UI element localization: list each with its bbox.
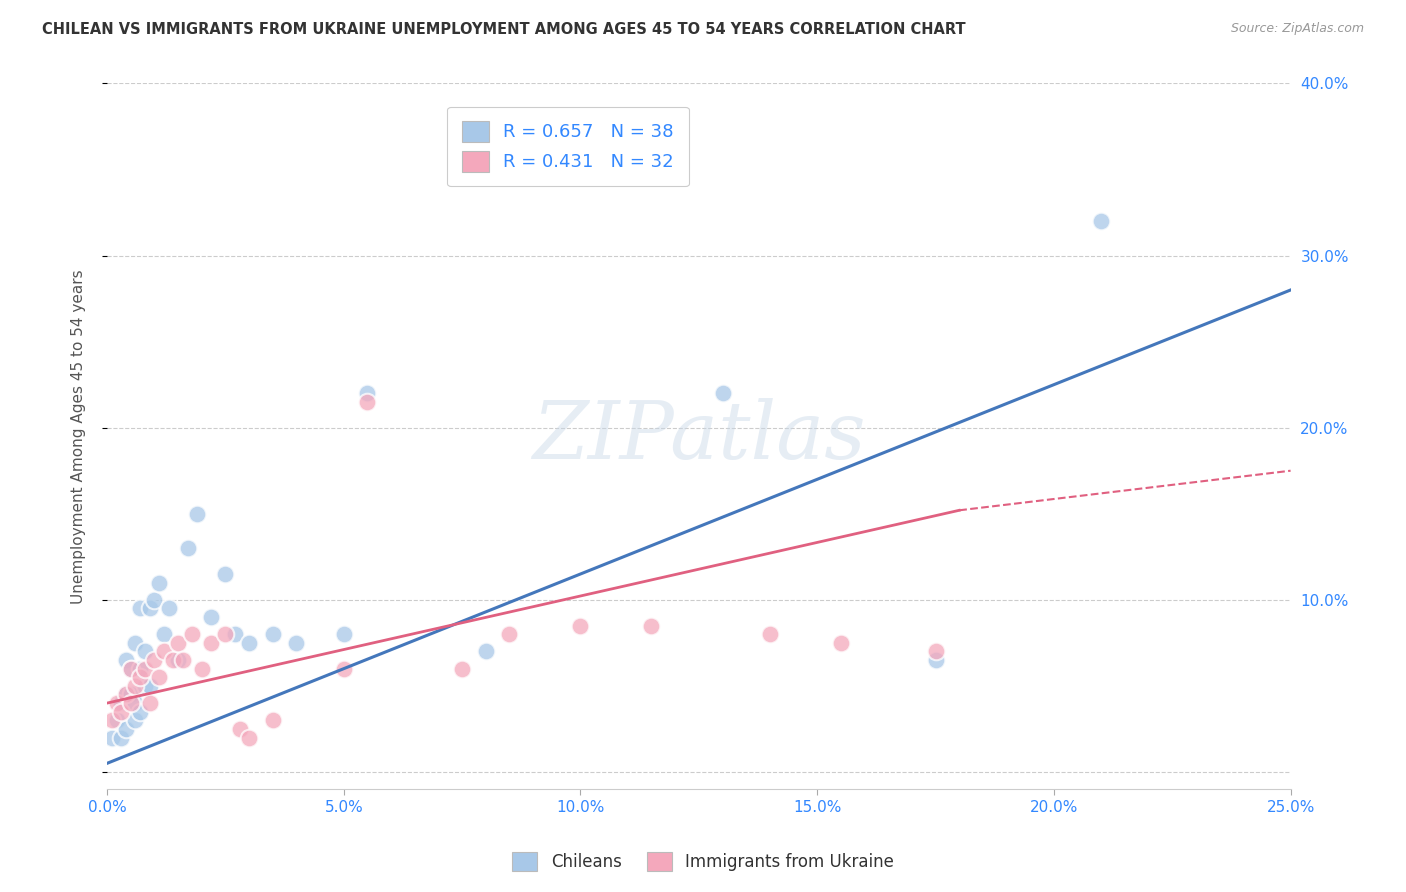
Point — [190, 662, 212, 676]
Point — [129, 705, 152, 719]
Point — [356, 395, 378, 409]
Point — [124, 679, 146, 693]
Point — [569, 618, 592, 632]
Point — [333, 627, 356, 641]
Point — [143, 592, 166, 607]
Text: CHILEAN VS IMMIGRANTS FROM UKRAINE UNEMPLOYMENT AMONG AGES 45 TO 54 YEARS CORREL: CHILEAN VS IMMIGRANTS FROM UKRAINE UNEMP… — [42, 22, 966, 37]
Point — [228, 722, 250, 736]
Point — [110, 696, 132, 710]
Point — [176, 541, 198, 556]
Point — [124, 696, 146, 710]
Point — [830, 636, 852, 650]
Point — [186, 507, 208, 521]
Point — [285, 636, 308, 650]
Point — [238, 731, 260, 745]
Point — [498, 627, 520, 641]
Point — [115, 653, 138, 667]
Point — [356, 386, 378, 401]
Point — [129, 670, 152, 684]
Point — [924, 653, 946, 667]
Point — [101, 714, 124, 728]
Point — [167, 653, 190, 667]
Point — [105, 714, 128, 728]
Point — [172, 653, 194, 667]
Point — [143, 653, 166, 667]
Point — [115, 722, 138, 736]
Point — [711, 386, 734, 401]
Point — [640, 618, 662, 632]
Point — [167, 636, 190, 650]
Point — [153, 627, 176, 641]
Point — [110, 731, 132, 745]
Point — [105, 696, 128, 710]
Point — [101, 731, 124, 745]
Point — [138, 679, 160, 693]
Point — [157, 601, 180, 615]
Point — [162, 653, 184, 667]
Text: Source: ZipAtlas.com: Source: ZipAtlas.com — [1230, 22, 1364, 36]
Point — [134, 679, 156, 693]
Point — [214, 627, 236, 641]
Point — [134, 644, 156, 658]
Point — [475, 644, 498, 658]
Point — [134, 662, 156, 676]
Y-axis label: Unemployment Among Ages 45 to 54 years: Unemployment Among Ages 45 to 54 years — [72, 269, 86, 604]
Point — [148, 670, 170, 684]
Point — [214, 566, 236, 581]
Point — [120, 662, 142, 676]
Point — [333, 662, 356, 676]
Point — [200, 610, 222, 624]
Point — [924, 644, 946, 658]
Point — [115, 688, 138, 702]
Point — [759, 627, 782, 641]
Point — [451, 662, 474, 676]
Point — [120, 662, 142, 676]
Point — [181, 627, 204, 641]
Point — [262, 714, 284, 728]
Legend: Chileans, Immigrants from Ukraine: Chileans, Immigrants from Ukraine — [503, 843, 903, 880]
Legend: R = 0.657   N = 38, R = 0.431   N = 32: R = 0.657 N = 38, R = 0.431 N = 32 — [447, 106, 689, 186]
Point — [148, 575, 170, 590]
Point — [238, 636, 260, 650]
Point — [1090, 214, 1112, 228]
Point — [129, 601, 152, 615]
Point — [153, 644, 176, 658]
Text: ZIPatlas: ZIPatlas — [531, 398, 866, 475]
Point — [200, 636, 222, 650]
Point — [138, 696, 160, 710]
Point — [120, 688, 142, 702]
Point — [124, 714, 146, 728]
Point — [120, 696, 142, 710]
Point — [138, 601, 160, 615]
Point — [129, 662, 152, 676]
Point — [224, 627, 246, 641]
Point — [115, 688, 138, 702]
Point — [124, 636, 146, 650]
Point — [262, 627, 284, 641]
Point — [110, 705, 132, 719]
